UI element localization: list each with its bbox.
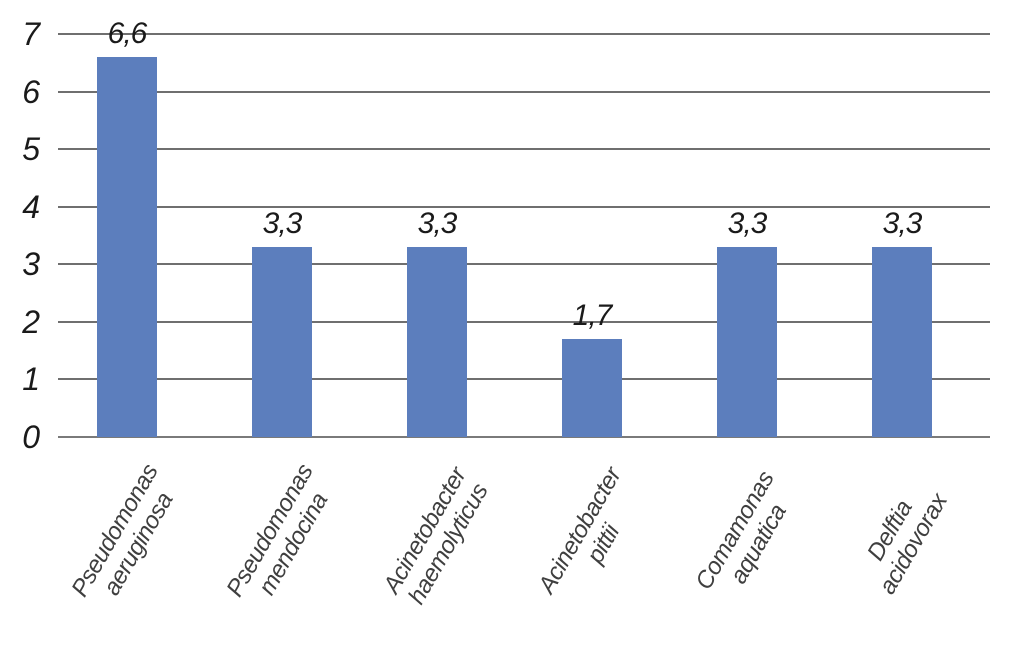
y-tick-label: 1: [22, 361, 40, 398]
y-tick-label: 6: [22, 73, 40, 110]
category-label: Pseudomonas aeruginosa: [66, 459, 179, 602]
gridline: [58, 320, 990, 323]
gridline: [58, 378, 990, 381]
gridline: [58, 90, 990, 93]
bar-3: [407, 247, 467, 437]
y-tick-label: 0: [22, 419, 40, 455]
y-tick-label: 7: [22, 16, 40, 52]
y-tick-label: 4: [22, 188, 40, 225]
gridline: [58, 33, 990, 35]
y-tick-label: 2: [22, 303, 40, 340]
y-tick-label: 5: [22, 131, 40, 168]
value-label: 3,3: [262, 207, 303, 240]
gridline: [58, 148, 990, 151]
gridline: [58, 205, 990, 208]
value-label: 1,7: [572, 299, 613, 333]
y-tick-label: 3: [22, 246, 40, 283]
category-label: Delftia acidovorax: [862, 489, 953, 599]
bar-1: [97, 57, 157, 437]
category-label: Acinetobacter haemolyticus: [378, 463, 494, 609]
value-label: 3,3: [727, 207, 768, 240]
bar-6: [872, 247, 932, 437]
value-label: 6,6: [107, 17, 148, 51]
bar-4: [562, 339, 622, 437]
category-label: Acinetobacter pittii: [533, 463, 627, 599]
category-label: Comamonas aquatica: [690, 466, 792, 595]
value-label: 3,3: [417, 207, 458, 240]
bar-2: [252, 247, 312, 437]
bar-5: [717, 247, 777, 437]
x-axis-line: [58, 436, 990, 438]
category-label: Pseudomonas mendocina: [221, 459, 334, 602]
value-label: 3,3: [882, 207, 923, 240]
gridline: [58, 263, 990, 266]
